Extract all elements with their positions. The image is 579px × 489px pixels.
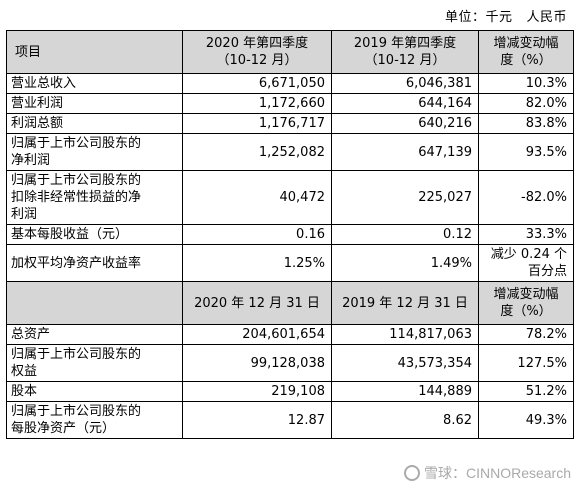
row-item-line2: 净利润 <box>11 153 51 168</box>
row-item-line1: 归属于上市公司股东的 <box>11 347 142 362</box>
table-row: 归属于上市公司股东的 净利润 1,252,082 647,139 93.5% <box>6 133 574 171</box>
table-row: 利润总额 1,176,717 640,216 83.8% <box>6 113 574 134</box>
row-item-line2: 权益 <box>11 364 38 379</box>
header-blank <box>6 281 183 325</box>
row-change: 10.3% <box>478 73 574 94</box>
header-row-quarter: 项目 2020 年第四季度 （10-12 月） 2019 年第四季度 （10-1… <box>6 30 574 74</box>
row-item: 归属于上市公司股东的 净利润 <box>6 133 183 171</box>
row-value-2019: 6,046,381 <box>331 73 479 94</box>
table-row: 归属于上市公司股东的 扣除非经常性损益的净 利润 40,472 225,027 … <box>6 170 574 225</box>
row-value-2020: 99,128,038 <box>182 344 332 382</box>
row-change: 83.8% <box>478 113 574 134</box>
watermark: 雪球：CINNOResearch <box>403 463 571 483</box>
row-change: 33.3% <box>478 224 574 245</box>
row-item: 归属于上市公司股东的 权益 <box>6 344 183 382</box>
header-item: 项目 <box>6 30 183 74</box>
row-value-2019: 644,164 <box>331 93 479 114</box>
row-value-2020: 219,108 <box>182 381 332 402</box>
row-item: 股本 <box>6 381 183 402</box>
header-change-line1: 增减变动幅 <box>493 36 559 51</box>
row-item-line2: 扣除非经常性损益的净 <box>11 190 142 205</box>
header-2020-1231: 2020 年 12 月 31 日 <box>182 281 332 325</box>
row-item: 利润总额 <box>6 113 183 134</box>
row-value-2020: 1,252,082 <box>182 133 332 171</box>
row-value-2020: 0.16 <box>182 224 332 245</box>
header-2019q4-line1: 2019 年第四季度 <box>353 36 457 51</box>
row-value-2019: 43,573,354 <box>331 344 479 382</box>
row-value-2019: 144,889 <box>331 381 479 402</box>
row-change-line2: 百分点 <box>527 264 567 279</box>
row-item-line1: 归属于上市公司股东的 <box>11 136 142 151</box>
row-item: 营业总收入 <box>6 73 183 94</box>
row-item: 基本每股收益（元） <box>6 224 183 245</box>
snowball-logo-icon <box>403 465 420 481</box>
row-value-2019: 647,139 <box>331 133 479 171</box>
watermark-text: 雪球：CINNOResearch <box>423 465 571 481</box>
row-value-2019: 114,817,063 <box>331 324 479 345</box>
header-change-2-line2: 度（%） <box>500 304 552 319</box>
row-value-2020: 1,172,660 <box>182 93 332 114</box>
header-change: 增减变动幅 度（%） <box>478 30 574 74</box>
row-change: 127.5% <box>478 344 574 382</box>
table-row: 归属于上市公司股东的 每股净资产（元） 12.87 8.62 49.3% <box>6 401 574 439</box>
row-value-2020: 1.25% <box>182 244 332 282</box>
header-change-2-line1: 增减变动幅 <box>493 287 559 302</box>
row-item: 归属于上市公司股东的 扣除非经常性损益的净 利润 <box>6 170 183 225</box>
row-change: 减少 0.24 个 百分点 <box>478 244 574 282</box>
row-item: 营业利润 <box>6 93 183 114</box>
currency-label: 人民币 <box>526 10 567 25</box>
header-2020q4: 2020 年第四季度 （10-12 月） <box>182 30 332 74</box>
row-item: 加权平均净资产收益率 <box>6 244 183 282</box>
table-row: 加权平均净资产收益率 1.25% 1.49% 减少 0.24 个 百分点 <box>6 244 574 282</box>
unit-label: 单位：千元 <box>444 10 513 25</box>
row-value-2019: 1.49% <box>331 244 479 282</box>
financial-table: 项目 2020 年第四季度 （10-12 月） 2019 年第四季度 （10-1… <box>6 30 574 439</box>
row-value-2019: 640,216 <box>331 113 479 134</box>
row-value-2020: 6,671,050 <box>182 73 332 94</box>
row-change: 49.3% <box>478 401 574 439</box>
row-value-2019: 8.62 <box>331 401 479 439</box>
header-2019q4: 2019 年第四季度 （10-12 月） <box>331 30 479 74</box>
header-2019q4-line2: （10-12 月） <box>364 53 446 68</box>
row-change: 93.5% <box>478 133 574 171</box>
row-item-line2: 每股净资产（元） <box>11 421 116 436</box>
header-row-yearend: 2020 年 12 月 31 日 2019 年 12 月 31 日 增减变动幅 … <box>6 281 574 325</box>
table-row: 归属于上市公司股东的 权益 99,128,038 43,573,354 127.… <box>6 344 574 382</box>
row-item: 总资产 <box>6 324 183 345</box>
header-2020q4-line2: （10-12 月） <box>216 53 298 68</box>
table-row: 营业利润 1,172,660 644,164 82.0% <box>6 93 574 114</box>
table-row: 基本每股收益（元） 0.16 0.12 33.3% <box>6 224 574 245</box>
row-value-2019: 0.12 <box>331 224 479 245</box>
row-item-line3: 利润 <box>11 207 38 222</box>
row-value-2020: 12.87 <box>182 401 332 439</box>
unit-note: 单位：千元 人民币 <box>445 6 567 25</box>
row-change: 51.2% <box>478 381 574 402</box>
row-item: 归属于上市公司股东的 每股净资产（元） <box>6 401 183 439</box>
row-value-2020: 40,472 <box>182 170 332 225</box>
table-row: 总资产 204,601,654 114,817,063 78.2% <box>6 324 574 345</box>
row-change: 78.2% <box>478 324 574 345</box>
row-item-line1: 归属于上市公司股东的 <box>11 173 142 188</box>
header-change-2: 增减变动幅 度（%） <box>478 281 574 325</box>
row-value-2020: 204,601,654 <box>182 324 332 345</box>
row-item-line1: 归属于上市公司股东的 <box>11 404 142 419</box>
table-row: 股本 219,108 144,889 51.2% <box>6 381 574 402</box>
row-value-2020: 1,176,717 <box>182 113 332 134</box>
table-row: 营业总收入 6,671,050 6,046,381 10.3% <box>6 73 574 94</box>
row-change: 82.0% <box>478 93 574 114</box>
header-change-line2: 度（%） <box>500 53 552 68</box>
row-change: -82.0% <box>478 170 574 225</box>
header-2019-1231: 2019 年 12 月 31 日 <box>331 281 479 325</box>
header-2020q4-line1: 2020 年第四季度 <box>205 36 309 51</box>
row-change-line1: 减少 0.24 个 <box>490 247 567 262</box>
row-value-2019: 225,027 <box>331 170 479 225</box>
